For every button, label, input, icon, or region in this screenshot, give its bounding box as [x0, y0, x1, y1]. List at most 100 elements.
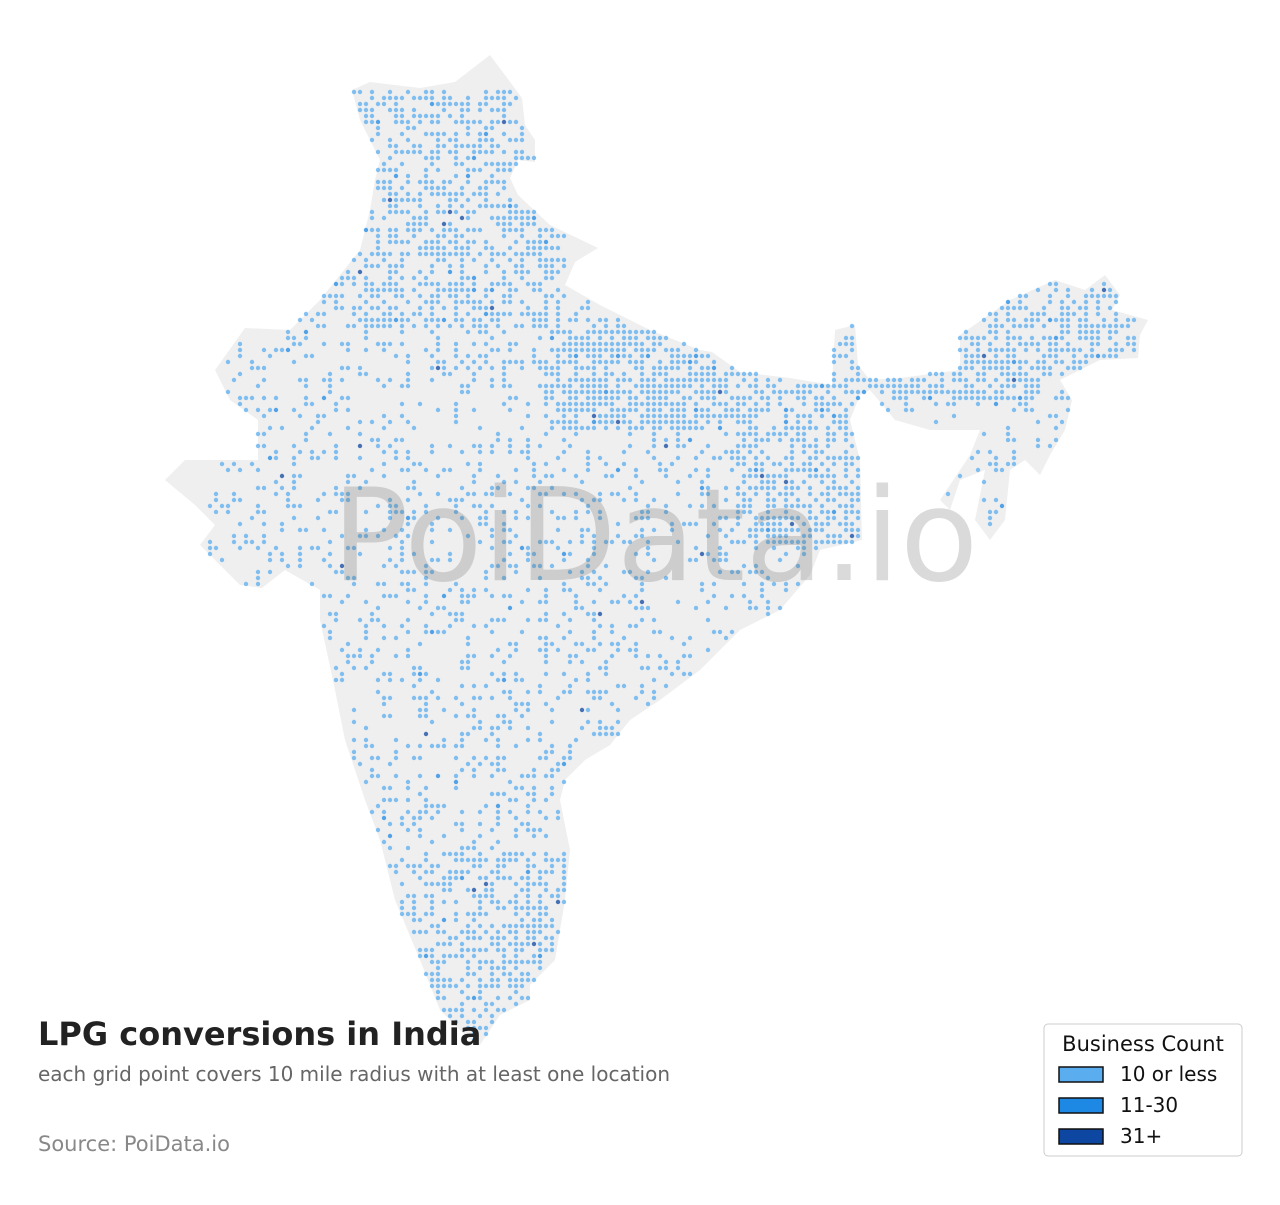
grid-point [525, 281, 531, 287]
grid-point [405, 893, 411, 899]
grid-point [693, 377, 699, 383]
grid-point [405, 533, 411, 539]
grid-point [537, 287, 543, 293]
grid-point [507, 407, 513, 413]
grid-point [795, 419, 801, 425]
grid-point [531, 551, 537, 557]
grid-point [1047, 365, 1053, 371]
grid-point [375, 437, 381, 443]
grid-point [543, 599, 549, 605]
grid-point [1065, 323, 1071, 329]
grid-point [435, 347, 441, 353]
grid-point [399, 881, 405, 887]
grid-point [411, 755, 417, 761]
grid-point [423, 185, 429, 191]
grid-point [369, 281, 375, 287]
grid-point [1005, 437, 1011, 443]
grid-point [507, 287, 513, 293]
grid-point [501, 107, 507, 113]
grid-point [459, 161, 465, 167]
grid-point [267, 353, 273, 359]
grid-point [621, 377, 627, 383]
grid-point [417, 221, 423, 227]
grid-point [1077, 359, 1083, 365]
grid-point [501, 161, 507, 167]
grid-point [459, 683, 465, 689]
grid-point [501, 479, 507, 485]
grid-point [777, 515, 783, 521]
grid-point [327, 593, 333, 599]
grid-point [501, 863, 507, 869]
grid-point [471, 857, 477, 863]
grid-point [663, 665, 669, 671]
legend-title: Business Count [1062, 1032, 1224, 1056]
grid-point [393, 209, 399, 215]
grid-point [741, 479, 747, 485]
grid-point [417, 119, 423, 125]
grid-point [699, 371, 705, 377]
grid-point [333, 299, 339, 305]
grid-point [477, 995, 483, 1001]
grid-point [609, 389, 615, 395]
grid-point [657, 425, 663, 431]
grid-point [453, 785, 459, 791]
grid-point [681, 353, 687, 359]
grid-point [519, 137, 525, 143]
grid-point [585, 347, 591, 353]
grid-point [537, 443, 543, 449]
grid-point [537, 905, 543, 911]
grid-point [345, 641, 351, 647]
grid-point [441, 1007, 447, 1013]
grid-point [639, 365, 645, 371]
grid-point [747, 497, 753, 503]
grid-point [525, 881, 531, 887]
grid-point [549, 773, 555, 779]
grid-point [969, 455, 975, 461]
grid-point [513, 947, 519, 953]
grid-point [561, 899, 567, 905]
grid-point [825, 467, 831, 473]
grid-point [441, 359, 447, 365]
grid-point [543, 869, 549, 875]
grid-point [849, 509, 855, 515]
grid-point [375, 263, 381, 269]
grid-point [471, 707, 477, 713]
grid-point [447, 443, 453, 449]
grid-point [489, 977, 495, 983]
grid-point [669, 347, 675, 353]
grid-point [471, 473, 477, 479]
grid-point [345, 323, 351, 329]
grid-point [501, 755, 507, 761]
grid-point [633, 365, 639, 371]
grid-point [471, 683, 477, 689]
grid-point [537, 617, 543, 623]
grid-point [465, 329, 471, 335]
grid-point [765, 611, 771, 617]
grid-point [399, 329, 405, 335]
grid-point [363, 311, 369, 317]
grid-point [897, 383, 903, 389]
grid-point [765, 383, 771, 389]
grid-point [1053, 353, 1059, 359]
grid-point [351, 749, 357, 755]
grid-point [417, 281, 423, 287]
grid-point [1089, 353, 1095, 359]
grid-point [435, 995, 441, 1001]
grid-point [435, 515, 441, 521]
grid-point [573, 593, 579, 599]
grid-point [759, 389, 765, 395]
grid-point [351, 281, 357, 287]
grid-point [393, 203, 399, 209]
grid-point [639, 509, 645, 515]
grid-point [411, 323, 417, 329]
grid-point [669, 635, 675, 641]
grid-point [531, 359, 537, 365]
grid-point [735, 521, 741, 527]
grid-point [507, 119, 513, 125]
grid-point [1059, 419, 1065, 425]
grid-point [519, 131, 525, 137]
grid-point [915, 389, 921, 395]
grid-point [513, 95, 519, 101]
grid-point [543, 239, 549, 245]
grid-point [963, 353, 969, 359]
